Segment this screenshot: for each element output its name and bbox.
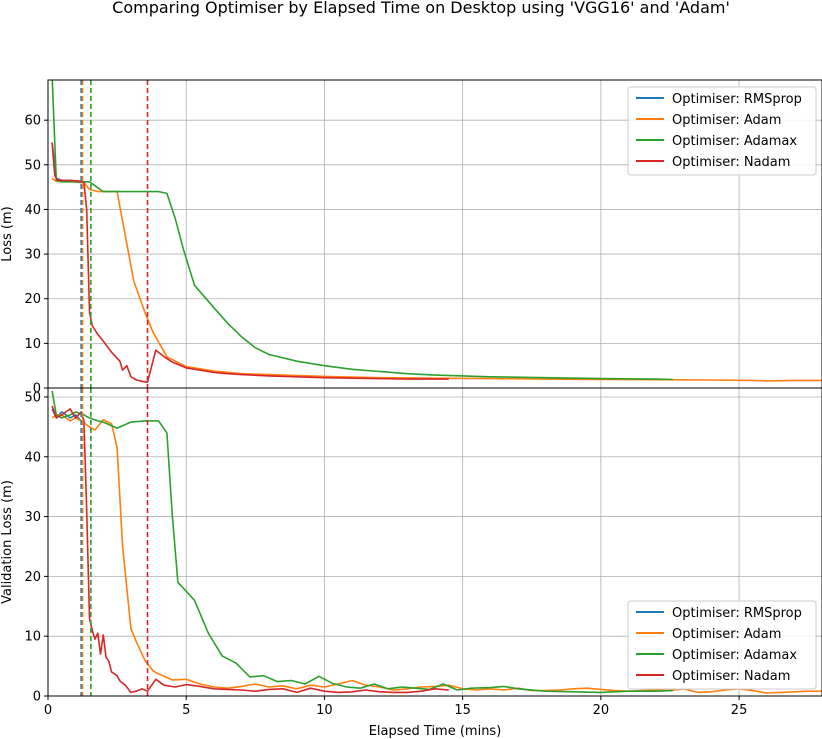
legend-box bbox=[627, 86, 817, 176]
y-tick-label: 20 bbox=[24, 570, 41, 585]
legend-label-nadam: Optimiser: Nadam bbox=[672, 669, 790, 684]
series-line-adam bbox=[51, 414, 822, 694]
x-tick-label: 10 bbox=[316, 703, 333, 718]
y-tick-label: 40 bbox=[24, 450, 41, 465]
y-tick-label: 0 bbox=[33, 690, 41, 705]
legend-label-rmsprop: Optimiser: RMSprop bbox=[672, 606, 802, 621]
legend-label-rmsprop: Optimiser: RMSprop bbox=[672, 92, 802, 107]
y-tick-label: 30 bbox=[24, 248, 41, 263]
y-tick-label: 40 bbox=[24, 203, 41, 218]
y-axis-label: Validation Loss (m) bbox=[0, 480, 15, 604]
x-tick-label: 20 bbox=[593, 703, 610, 718]
legend-label-adam: Optimiser: Adam bbox=[672, 113, 781, 128]
legend: Optimiser: RMSprop Optimiser: Adam Optimis… bbox=[627, 86, 817, 176]
x-tick-label: 15 bbox=[454, 703, 471, 718]
legend-label-adam: Optimiser: Adam bbox=[672, 627, 781, 642]
y-axis-label: Loss (m) bbox=[0, 206, 15, 261]
y-tick-label: 30 bbox=[24, 510, 41, 525]
x-tick-label: 0 bbox=[44, 703, 52, 718]
x-axis-label: Elapsed Time (mins) bbox=[369, 724, 502, 739]
series-line-adamax bbox=[51, 80, 673, 381]
x-tick-label: 25 bbox=[731, 703, 748, 718]
x-tick-label: 5 bbox=[182, 703, 190, 718]
plot-area bbox=[51, 388, 822, 696]
series-line-adamax bbox=[51, 390, 673, 694]
y-tick-label: 10 bbox=[24, 337, 41, 352]
series-line-nadam bbox=[51, 405, 449, 694]
axes-frame bbox=[47, 387, 822, 697]
y-tick-label: 50 bbox=[24, 158, 41, 173]
legend-box bbox=[627, 600, 817, 690]
chart-title: Comparing Optimiser by Elapsed Time on D… bbox=[112, 0, 730, 17]
plot-area bbox=[51, 80, 822, 388]
legend-label-nadam: Optimiser: Nadam bbox=[672, 155, 790, 170]
y-tick-label: 20 bbox=[24, 292, 41, 307]
legend-label-adamax: Optimiser: Adamax bbox=[672, 134, 797, 149]
series-line-nadam bbox=[51, 142, 449, 384]
validation-loss-axes: 0 10 20 30 40 50 0 5 10 15 20 25 Validation Loss (m)… bbox=[0, 387, 822, 718]
y-tick-label: 50 bbox=[24, 390, 41, 405]
legend-label-adamax: Optimiser: Adamax bbox=[672, 648, 797, 663]
y-tick-label: 10 bbox=[24, 630, 41, 645]
legend: Optimiser: RMSprop Optimiser: Adam Optimis… bbox=[627, 600, 817, 690]
y-tick-label: 60 bbox=[24, 114, 41, 129]
y-tick-label: 0 bbox=[33, 382, 41, 397]
